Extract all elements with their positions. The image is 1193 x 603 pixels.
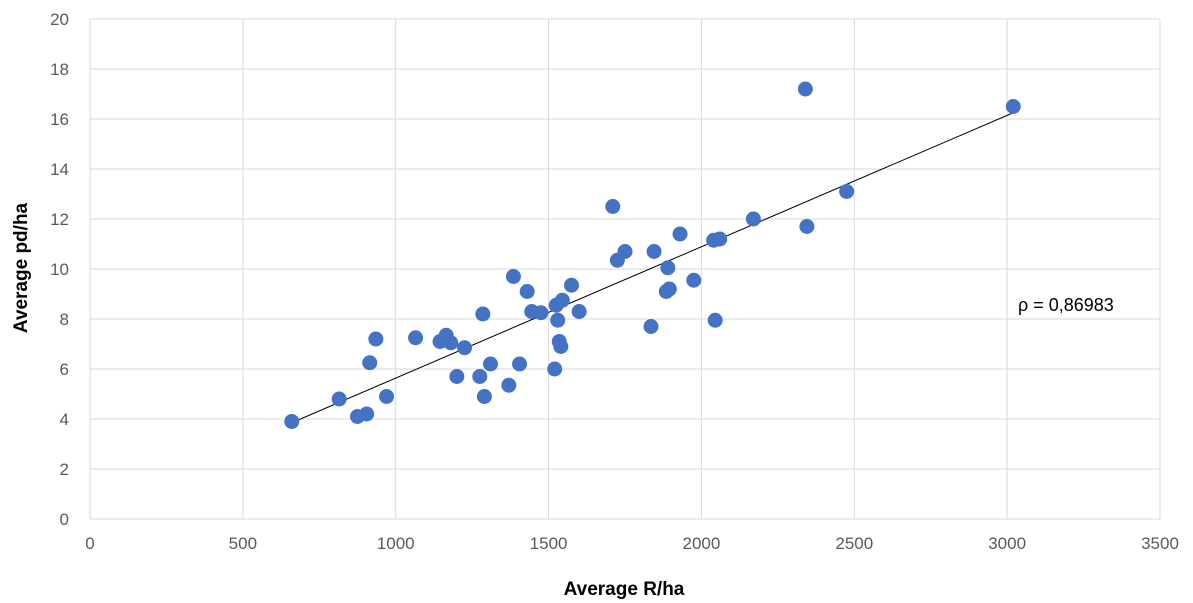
data-point-47: [839, 184, 855, 199]
data-point-15: [476, 389, 492, 404]
x-tick-label-0: 0: [85, 534, 94, 553]
x-axis-title: Average R/ha: [564, 579, 685, 600]
y-tick-label-7: 14: [50, 160, 69, 179]
data-point-34: [643, 319, 659, 334]
data-point-27: [553, 339, 569, 354]
y-tick-label-4: 8: [60, 310, 69, 329]
data-point-1: [331, 391, 347, 407]
data-point-0: [284, 414, 300, 429]
x-tick-label-1: 500: [229, 534, 257, 553]
data-point-46: [799, 219, 815, 234]
x-tick-label-3: 1500: [530, 534, 568, 553]
data-point-12: [457, 340, 472, 356]
data-point-25: [550, 312, 566, 328]
data-point-39: [672, 226, 688, 242]
data-point-3: [359, 406, 375, 422]
data-point-17: [501, 377, 517, 393]
y-tick-label-3: 6: [60, 360, 69, 379]
data-point-11: [449, 369, 465, 384]
data-point-48: [1005, 99, 1021, 114]
x-tick-label-5: 2500: [835, 534, 873, 553]
y-tick-label-6: 12: [50, 210, 69, 229]
data-point-23: [547, 361, 563, 377]
x-tick-label-2: 1000: [377, 534, 415, 553]
data-point-20: [519, 284, 535, 299]
data-points: [284, 81, 1021, 429]
data-point-45: [797, 81, 813, 97]
data-point-16: [482, 356, 498, 372]
data-point-5: [368, 331, 384, 347]
data-point-37: [660, 260, 676, 276]
data-point-38: [661, 281, 677, 297]
data-point-18: [505, 269, 521, 284]
data-point-7: [408, 330, 424, 346]
data-point-6: [379, 389, 395, 404]
data-point-14: [475, 306, 491, 322]
x-tick-label-4: 2000: [683, 534, 721, 553]
y-tick-label-8: 16: [50, 110, 69, 129]
data-point-22: [533, 305, 549, 321]
y-tick-label-9: 18: [50, 60, 69, 79]
data-point-43: [712, 231, 728, 247]
data-point-28: [554, 292, 570, 308]
x-tick-label-7: 3500: [1141, 534, 1179, 553]
data-point-29: [564, 277, 579, 293]
correlation-annotation: ρ = 0,86983: [1018, 295, 1114, 315]
y-tick-label-10: 20: [50, 10, 69, 29]
y-axis-title: Average pd/ha: [11, 202, 32, 333]
y-tick-label-2: 4: [60, 410, 69, 429]
data-point-35: [646, 244, 662, 259]
data-point-40: [686, 272, 702, 288]
trendline: [291, 112, 1014, 424]
gridlines: [89, 18, 1161, 520]
data-point-30: [571, 304, 587, 319]
data-point-31: [605, 199, 621, 214]
y-tick-label-0: 0: [60, 510, 69, 529]
data-point-13: [472, 369, 488, 384]
tick-labels: 0 500 1000 1500 2000 2500 3000 3500 0 2 4 6 8 10 12 14 1…: [50, 10, 1179, 553]
data-point-44: [745, 211, 761, 227]
data-point-19: [512, 356, 528, 372]
y-tick-label-5: 10: [50, 260, 69, 279]
x-tick-label-6: 3000: [988, 534, 1026, 553]
data-point-42: [707, 312, 723, 328]
data-point-10: [443, 335, 459, 351]
data-point-33: [617, 244, 633, 259]
data-point-4: [362, 355, 378, 371]
y-tick-label-1: 2: [60, 460, 69, 479]
